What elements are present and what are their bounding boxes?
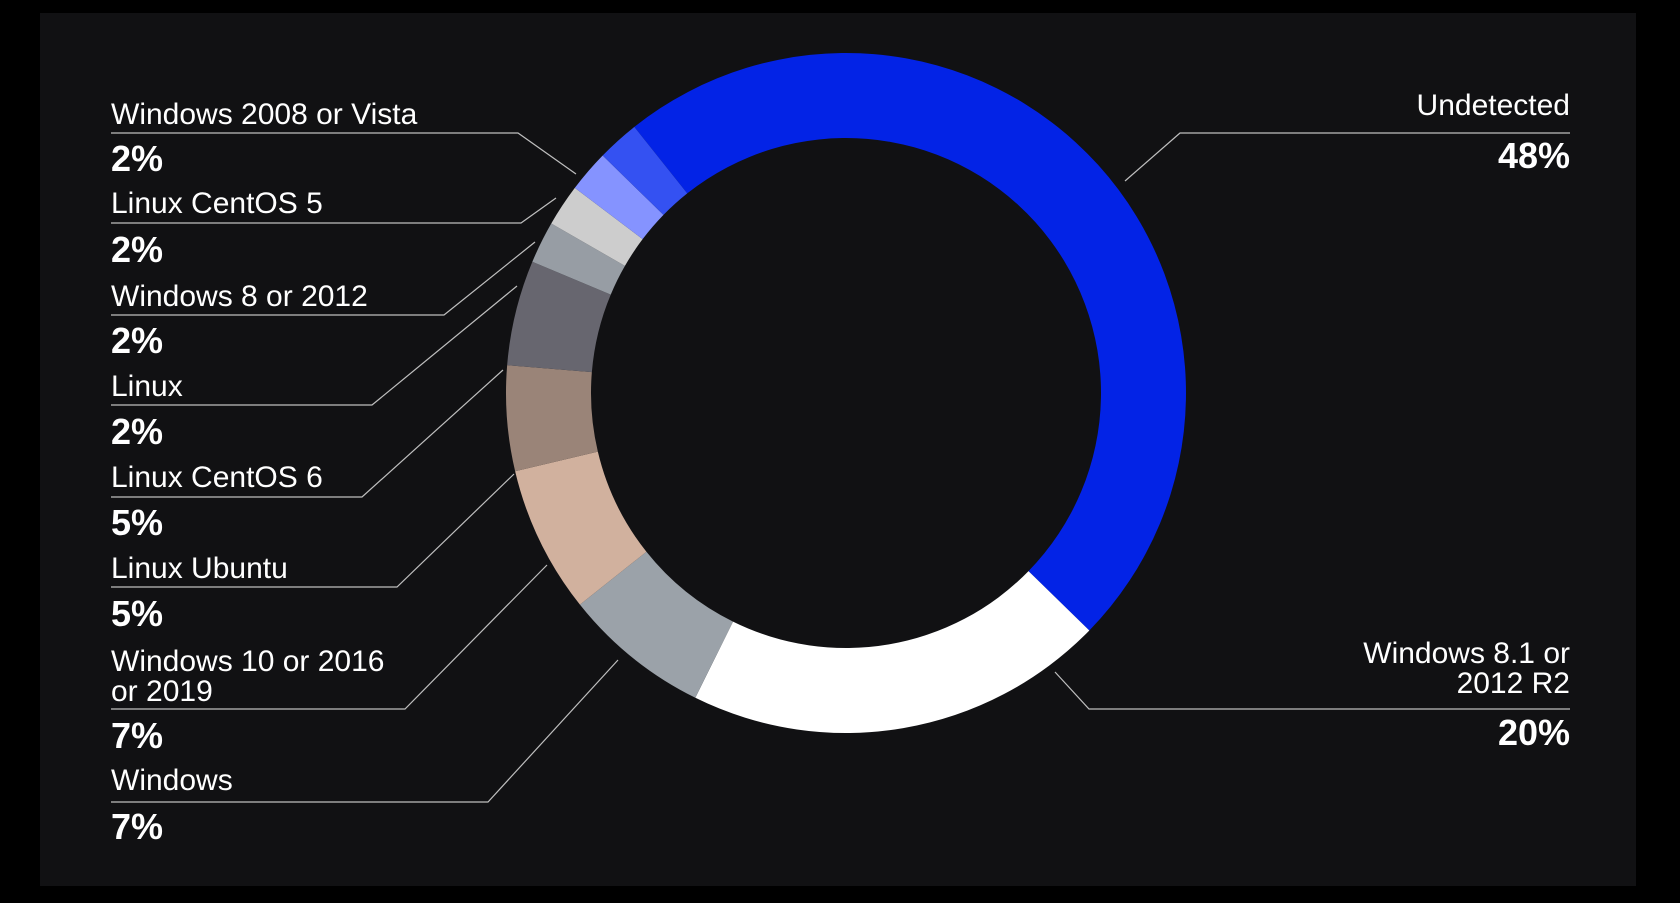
percent-windows-10-or-2016-or-2019: 7% <box>111 715 163 756</box>
slice-windows-8-1-or-2012-r2 <box>695 571 1089 733</box>
percent-windows-8-1-or-2012-r2: 20% <box>1498 712 1570 753</box>
percent-windows-2008-or-vista: 2% <box>111 138 163 179</box>
label-linux: Linux <box>111 370 183 403</box>
label-linux-centos-5: Linux CentOS 5 <box>111 187 323 220</box>
percent-undetected: 48% <box>1498 135 1570 176</box>
leader-line-windows-2008-or-vista <box>111 133 576 174</box>
label-windows-8-or-2012: Windows 8 or 2012 <box>111 280 368 313</box>
label-linux-centos-6: Linux CentOS 6 <box>111 461 323 494</box>
label-windows-10-or-2016-or-2019: Windows 10 or 2016 or 2019 <box>111 645 385 708</box>
label-windows-2008-or-vista: Windows 2008 or Vista <box>111 98 418 131</box>
percent-linux-ubuntu: 5% <box>111 593 163 634</box>
label-windows: Windows <box>111 764 233 797</box>
percent-windows: 7% <box>111 806 163 847</box>
percent-linux-centos-6: 5% <box>111 502 163 543</box>
percent-linux-centos-5: 2% <box>111 229 163 270</box>
label-linux-ubuntu: Linux Ubuntu <box>111 552 288 585</box>
slices-group <box>506 53 1186 733</box>
slice-undetected <box>634 53 1186 630</box>
labels-group: Undetected 48% Windows 8.1 or 2012 R2 20% Win… <box>111 89 1570 847</box>
label-undetected: Undetected <box>1417 89 1570 122</box>
percent-linux: 2% <box>111 411 163 452</box>
label-windows-8-1-or-2012-r2: Windows 8.1 or 2012 R2 <box>1363 637 1570 700</box>
percent-windows-8-or-2012: 2% <box>111 320 163 361</box>
